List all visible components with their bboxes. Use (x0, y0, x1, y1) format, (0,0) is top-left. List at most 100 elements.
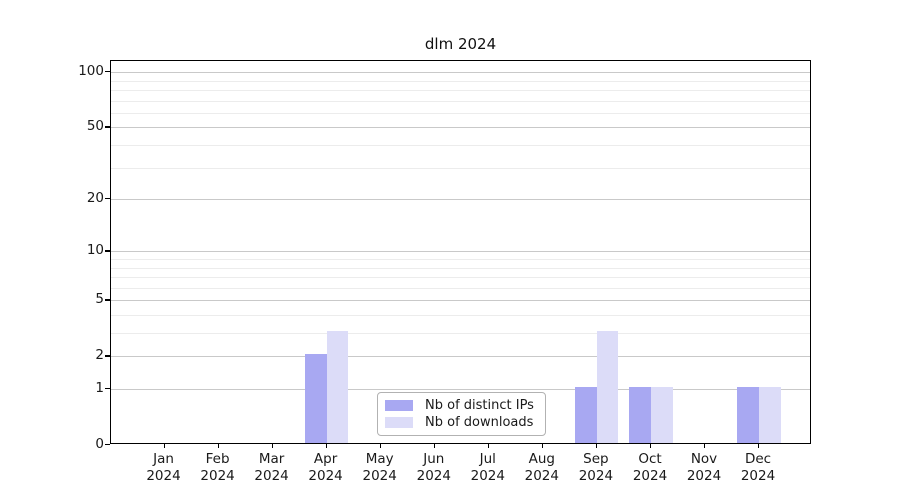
minor-gridline (111, 315, 810, 316)
x-tick-mark (163, 444, 165, 448)
x-tick-label-oct: Oct 2024 (618, 451, 682, 484)
x-tick-mark (433, 444, 436, 448)
major-gridline (111, 356, 810, 358)
year-label: 2024 (254, 467, 289, 484)
minor-gridline (111, 90, 810, 91)
minor-gridline (111, 100, 810, 102)
month-label: May (365, 451, 394, 467)
month-label: Jan (153, 451, 174, 467)
x-tick-mark (758, 444, 760, 448)
y-tick-mark (105, 355, 110, 357)
x-tick-mark (541, 444, 544, 448)
bar-downloads-oct (651, 387, 673, 443)
y-tick-mark (105, 198, 110, 200)
x-tick-label-feb: Feb 2024 (186, 451, 250, 484)
x-tick-label-dec: Dec 2024 (726, 451, 790, 484)
x-tick-label-aug: Aug 2024 (510, 451, 574, 484)
minor-gridline (111, 112, 810, 114)
minor-gridline (111, 277, 810, 278)
minor-gridline (111, 267, 810, 269)
bar-downloads-apr (326, 331, 349, 443)
year-label: 2024 (470, 467, 505, 484)
y-tick-label: 0 (95, 436, 104, 452)
y-tick-mark (105, 299, 110, 301)
major-gridline (111, 300, 810, 302)
y-tick-mark (105, 126, 110, 128)
year-label: 2024 (416, 467, 451, 484)
minor-gridline (111, 145, 810, 146)
legend-item: Nb of downloads (385, 415, 538, 430)
bar-downloads-sep (596, 331, 619, 443)
month-label: Mar (258, 451, 285, 467)
x-tick-mark (271, 444, 273, 448)
chart-title: dlm 2024 (424, 35, 497, 53)
legend-item: Nb of distinct IPs (385, 398, 538, 413)
year-label: 2024 (632, 467, 668, 484)
x-tick-label-jan: Jan 2024 (132, 451, 196, 484)
minor-gridline (111, 287, 810, 289)
x-tick-mark (650, 444, 652, 448)
major-gridline (111, 127, 810, 129)
year-label: 2024 (362, 467, 397, 484)
x-tick-mark (379, 444, 381, 448)
x-tick-label-mar: Mar 2024 (240, 451, 304, 484)
legend-swatch (385, 399, 413, 411)
x-tick-label-nov: Nov 2024 (672, 451, 736, 484)
y-tick-label: 50 (86, 118, 104, 135)
month-label: Dec (744, 451, 772, 467)
x-tick-label-sep: Sep 2024 (564, 451, 628, 484)
month-label: Aug (528, 451, 555, 467)
x-tick-mark (704, 444, 706, 448)
bar-distinct-ips-oct (629, 387, 651, 443)
month-label: Apr (313, 451, 338, 467)
bar-downloads-dec (759, 387, 781, 443)
bar-distinct-ips-sep (575, 387, 597, 443)
x-tick-label-jun: Jun 2024 (402, 451, 466, 484)
minor-gridline (111, 259, 810, 260)
legend-swatch (385, 417, 413, 429)
y-tick-label: 1 (95, 380, 104, 396)
major-gridline (111, 389, 810, 390)
x-tick-label-jul: Jul 2024 (456, 451, 520, 484)
major-gridline (111, 199, 810, 201)
year-label: 2024 (146, 467, 181, 484)
month-label: Jun (423, 451, 445, 467)
y-tick-mark (105, 388, 110, 390)
year-label: 2024 (200, 467, 235, 484)
year-label: 2024 (308, 467, 343, 484)
y-tick-label: 100 (78, 63, 104, 80)
month-label: Jul (479, 451, 496, 467)
x-tick-label-may: May 2024 (348, 451, 412, 484)
month-label: Sep (583, 451, 609, 467)
x-tick-mark (217, 444, 219, 448)
minor-gridline (111, 80, 810, 82)
y-tick-mark (105, 250, 110, 252)
y-tick-label: 20 (86, 190, 104, 207)
minor-gridline (111, 333, 810, 334)
x-tick-mark (325, 444, 327, 448)
month-label: Feb (205, 451, 230, 467)
year-label: 2024 (578, 467, 614, 484)
y-tick-label: 5 (95, 291, 104, 308)
bar-distinct-ips-apr (305, 354, 327, 443)
year-label: 2024 (524, 467, 559, 484)
bar-distinct-ips-dec (737, 387, 759, 443)
year-label: 2024 (740, 467, 776, 484)
y-tick-mark (105, 444, 110, 446)
x-tick-mark (487, 444, 490, 448)
month-label: Oct (638, 451, 662, 467)
major-gridline (111, 72, 810, 74)
year-label: 2024 (686, 467, 722, 484)
legend: Nb of distinct IPs Nb of downloads (377, 392, 546, 436)
y-tick-mark (105, 71, 110, 73)
legend-label: Nb of distinct IPs (425, 397, 534, 413)
y-tick-label: 2 (95, 347, 104, 364)
x-tick-label-apr: Apr 2024 (294, 451, 358, 484)
y-tick-label: 10 (86, 242, 104, 259)
minor-gridline (111, 167, 810, 169)
x-tick-mark (595, 444, 598, 448)
major-gridline (111, 251, 810, 253)
month-label: Nov (690, 451, 718, 467)
legend-label: Nb of downloads (425, 415, 534, 431)
